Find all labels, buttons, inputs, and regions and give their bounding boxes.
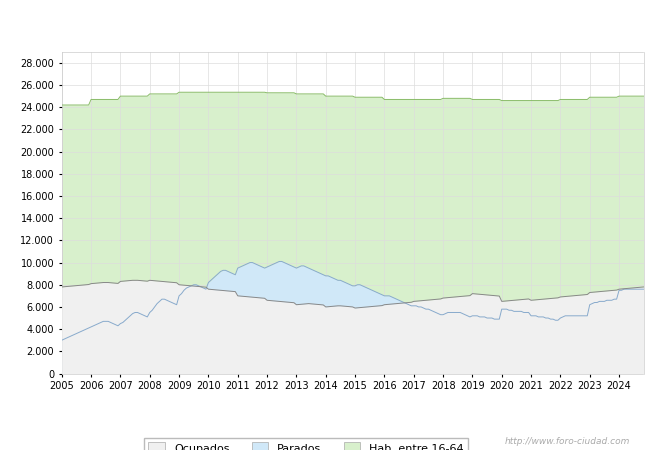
- Legend: Ocupados, Parados, Hab. entre 16-64: Ocupados, Parados, Hab. entre 16-64: [144, 438, 468, 450]
- Text: http://www.foro-ciudad.com: http://www.foro-ciudad.com: [505, 436, 630, 446]
- Text: Los Realejos - Evolucion de la poblacion en edad de Trabajar Mayo de 2024: Los Realejos - Evolucion de la poblacion…: [65, 17, 585, 30]
